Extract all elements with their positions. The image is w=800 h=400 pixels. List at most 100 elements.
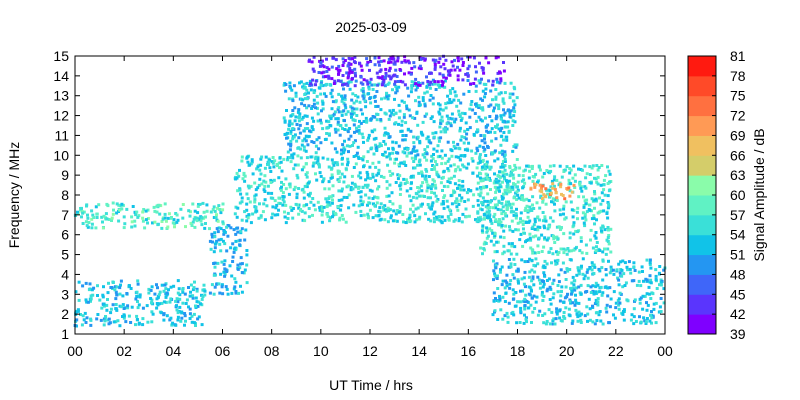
- data-point: [650, 310, 653, 313]
- data-point: [446, 215, 450, 219]
- data-point: [213, 242, 217, 246]
- data-point: [134, 323, 137, 327]
- data-point: [567, 178, 571, 182]
- data-point: [213, 209, 217, 213]
- data-point: [408, 213, 412, 217]
- data-point: [296, 176, 300, 180]
- data-point: [362, 155, 366, 159]
- data-point: [353, 67, 357, 71]
- data-point: [190, 224, 194, 227]
- data-point: [401, 134, 405, 137]
- data-point: [555, 307, 559, 311]
- data-point: [486, 229, 490, 233]
- data-point: [382, 78, 386, 82]
- data-point: [553, 322, 557, 326]
- data-point: [262, 179, 266, 183]
- data-point: [399, 129, 403, 133]
- data-point: [541, 184, 545, 188]
- data-point: [99, 318, 103, 322]
- data-point: [493, 203, 497, 207]
- data-point: [409, 219, 413, 223]
- data-point: [390, 191, 394, 195]
- data-point: [381, 82, 385, 86]
- data-point: [549, 191, 553, 195]
- data-point: [318, 64, 322, 68]
- data-point: [562, 212, 565, 216]
- data-point: [298, 81, 301, 85]
- data-point: [95, 317, 99, 321]
- data-point: [170, 323, 174, 327]
- data-point: [432, 135, 436, 139]
- data-point: [376, 187, 379, 191]
- data-point: [366, 183, 370, 187]
- data-point: [396, 59, 400, 63]
- data-point: [583, 212, 587, 216]
- data-point: [271, 196, 275, 200]
- data-point: [461, 179, 465, 183]
- data-point: [208, 227, 211, 231]
- data-point: [581, 211, 585, 215]
- data-point: [75, 318, 79, 322]
- colorbar-tick-label: 51: [730, 247, 746, 263]
- data-point: [531, 175, 535, 178]
- data-point: [217, 238, 221, 242]
- data-point: [497, 107, 501, 111]
- data-point: [601, 225, 605, 229]
- data-point: [247, 213, 251, 217]
- data-point: [344, 82, 348, 86]
- data-point: [238, 188, 242, 192]
- data-point: [331, 215, 334, 219]
- data-point: [85, 300, 89, 304]
- data-point: [474, 84, 478, 88]
- data-point: [239, 262, 243, 266]
- data-point: [344, 106, 348, 110]
- data-point: [487, 165, 491, 169]
- data-point: [421, 181, 425, 185]
- data-point: [498, 297, 502, 301]
- data-point: [437, 139, 441, 143]
- data-point: [535, 201, 539, 205]
- data-point: [497, 218, 501, 221]
- data-point: [503, 212, 507, 216]
- data-point: [90, 222, 94, 226]
- data-point: [368, 165, 372, 169]
- data-point: [533, 307, 537, 310]
- data-point: [561, 194, 565, 197]
- data-point: [591, 284, 595, 288]
- data-point: [450, 117, 454, 121]
- data-point: [370, 146, 374, 150]
- data-point: [298, 131, 302, 135]
- data-point: [163, 212, 167, 216]
- data-point: [504, 179, 508, 183]
- data-point: [528, 205, 532, 209]
- data-point: [290, 208, 294, 212]
- data-point: [307, 104, 311, 108]
- data-point: [605, 238, 609, 242]
- data-point: [528, 169, 532, 173]
- data-point: [344, 220, 348, 224]
- data-point: [560, 175, 564, 179]
- data-point: [448, 101, 452, 105]
- data-point: [533, 185, 537, 189]
- data-point: [395, 157, 398, 161]
- data-point: [219, 249, 223, 253]
- data-point: [587, 208, 591, 211]
- data-point: [239, 229, 243, 233]
- data-point: [156, 223, 160, 227]
- data-point: [431, 82, 435, 86]
- data-point: [508, 113, 512, 117]
- data-point: [606, 286, 610, 290]
- data-point: [457, 98, 461, 102]
- data-point: [278, 166, 281, 170]
- data-point: [251, 172, 255, 176]
- data-point: [273, 159, 277, 163]
- data-point: [176, 300, 180, 304]
- data-point: [499, 308, 503, 312]
- data-point: [303, 211, 307, 215]
- data-point: [193, 225, 197, 229]
- data-point: [571, 176, 575, 180]
- data-point: [503, 91, 507, 95]
- data-point: [559, 268, 563, 272]
- data-point: [200, 216, 204, 220]
- data-point: [362, 92, 366, 96]
